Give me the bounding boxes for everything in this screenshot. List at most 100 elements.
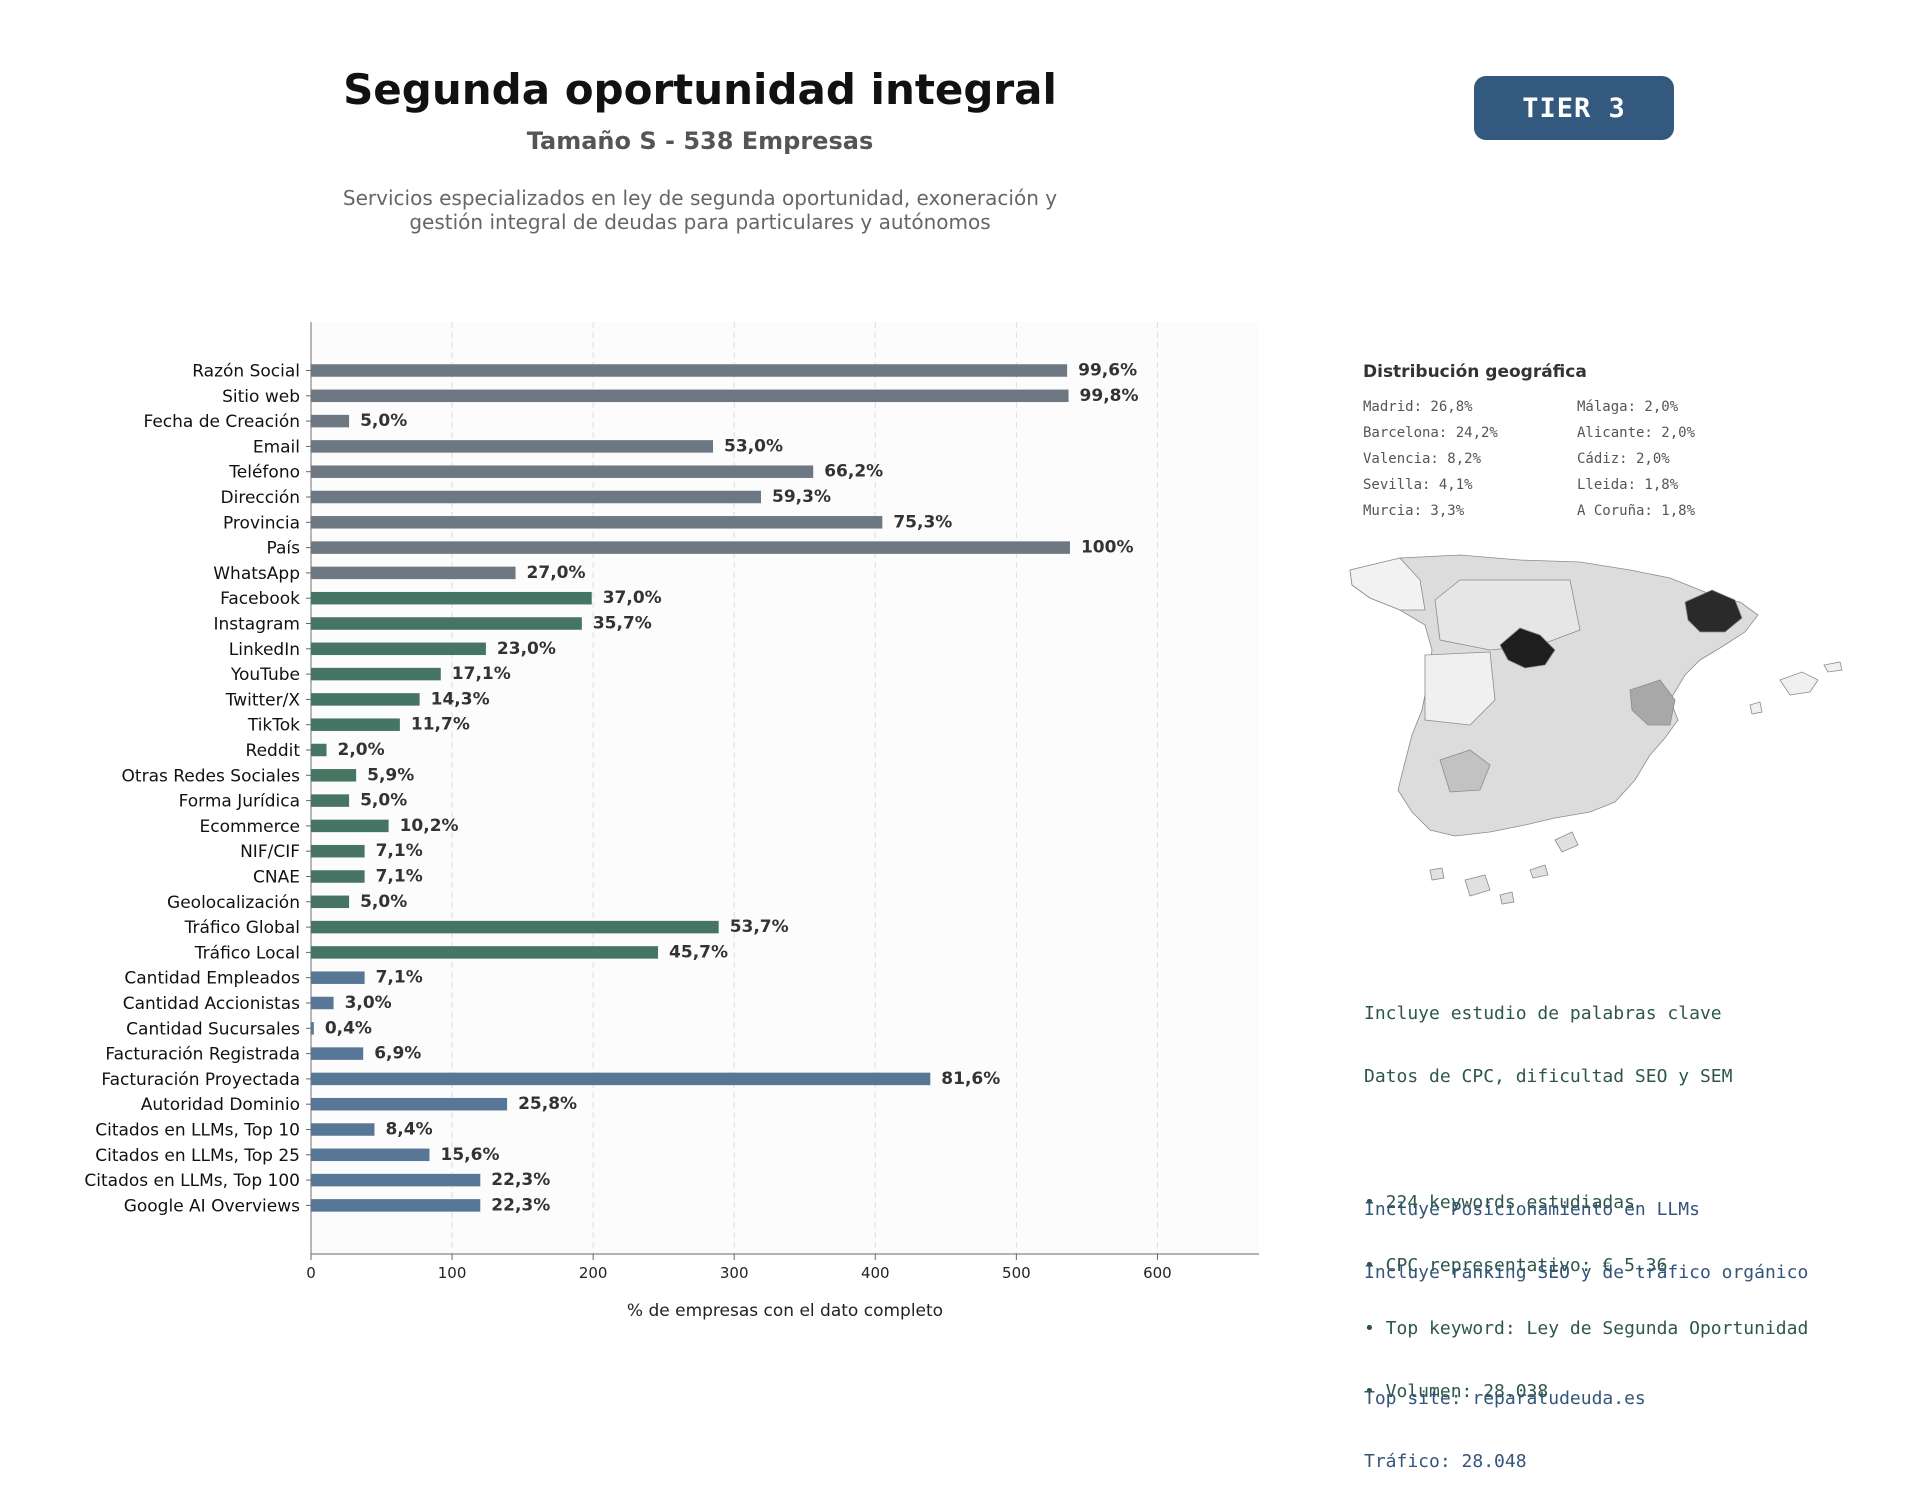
mallorca-island	[1779, 671, 1819, 696]
page-title: Segunda oportunidad integral	[343, 65, 1057, 114]
data-label: 75,3%	[893, 512, 952, 532]
llm-line-4: Top site: reparatudeuda.es	[1364, 1388, 1646, 1409]
bar	[311, 389, 1069, 403]
bar	[311, 1123, 375, 1136]
category-label: Tráfico Global	[184, 918, 300, 938]
category-label: Cantidad Accionistas	[123, 994, 300, 1014]
data-label: 99,6%	[1078, 361, 1137, 381]
category-label: Cantidad Sucursales	[126, 1019, 300, 1039]
geo-item: Málaga: 2,0%	[1577, 399, 1679, 415]
description-line-2: gestión integral de deudas para particul…	[409, 210, 991, 234]
bar	[311, 946, 659, 959]
x-tick-label: 600	[1143, 1264, 1172, 1282]
data-label: 100%	[1081, 538, 1134, 558]
category-label: Forma Jurídica	[179, 792, 300, 812]
canary-island-3	[1499, 891, 1515, 905]
category-label: Razón Social	[192, 362, 300, 382]
category-label: Cantidad Empleados	[124, 969, 300, 989]
geo-distribution-list: Madrid: 26,8% Málaga: 2,0% Barcelona: 24,2…	[1363, 398, 1743, 520]
bar	[311, 819, 389, 833]
data-label: 7,1%	[376, 867, 423, 887]
data-label: 45,7%	[669, 942, 728, 962]
page-subtitle: Tamaño S - 538 Empresas	[526, 127, 874, 155]
geo-item: Lleida: 1,8%	[1577, 477, 1679, 493]
bar	[311, 465, 814, 478]
canary-island-2	[1464, 874, 1491, 897]
bar	[311, 870, 365, 883]
x-tick-label: 0	[306, 1264, 316, 1282]
category-label: Citados en LLMs, Top 10	[95, 1121, 300, 1141]
spain-map	[1349, 554, 1843, 905]
x-tick-label: 200	[579, 1264, 608, 1282]
category-label: Google AI Overviews	[124, 1196, 300, 1216]
category-label: Citados en LLMs, Top 100	[84, 1171, 300, 1191]
bar	[311, 1148, 430, 1162]
bar	[311, 617, 582, 630]
valencia-region	[1629, 679, 1676, 726]
data-label: 99,8%	[1080, 386, 1139, 406]
geo-item: Valencia: 8,2%	[1363, 451, 1482, 467]
bar	[311, 364, 1068, 377]
keywords-line-2: Datos de CPC, dificultad SEO y SEM	[1364, 1066, 1733, 1087]
data-label: 35,7%	[593, 614, 652, 634]
bar	[311, 1072, 931, 1086]
description-line-1: Servicios especializados en ley de segun…	[342, 186, 1058, 210]
category-label: Provincia	[223, 513, 300, 533]
category-label: YouTube	[230, 665, 300, 685]
llm-line-1: Incluye Posicionamiento en LLMs	[1364, 1199, 1700, 1220]
bar	[311, 743, 327, 757]
data-label: 23,0%	[497, 639, 556, 659]
category-label: Reddit	[246, 741, 301, 761]
category-label: Fecha de Creación	[143, 412, 300, 432]
bar	[311, 414, 350, 428]
geo-item: Murcia: 3,3%	[1363, 503, 1465, 519]
menorca-island	[1823, 661, 1843, 673]
canary-island-4	[1529, 864, 1549, 879]
bar	[311, 971, 365, 984]
data-label: 10,2%	[400, 816, 459, 836]
category-label: TikTok	[247, 716, 300, 736]
x-tick-label: 300	[720, 1264, 749, 1282]
llm-line-2: Incluye ranking SEO y de tráfico orgánic…	[1364, 1262, 1809, 1283]
sevilla-region	[1439, 749, 1491, 793]
geo-distribution-title: Distribución geográfica	[1363, 362, 1587, 382]
data-label: 25,8%	[518, 1094, 577, 1114]
llm-info: Incluye Posicionamiento en LLMs Incluye …	[1364, 1157, 1808, 1493]
extremadura-region	[1424, 651, 1496, 726]
coverage-bar-chart: 0 100 200 300 400 500 600 % de empresas con el …	[84, 322, 1259, 1321]
data-label: 22,3%	[491, 1170, 550, 1190]
category-label: Facebook	[220, 589, 300, 609]
data-label: 0,4%	[325, 1018, 372, 1038]
category-label: Tráfico Local	[194, 943, 300, 963]
geo-item: Sevilla: 4,1%	[1363, 477, 1473, 493]
ibiza-island	[1749, 701, 1763, 715]
category-label: Sitio web	[222, 387, 300, 407]
data-label: 5,9%	[367, 765, 414, 785]
tier-badge: TIER 3	[1474, 76, 1674, 140]
bar	[311, 642, 486, 656]
keywords-info: Incluye estudio de palabras clave Datos …	[1364, 961, 1808, 1423]
data-label: 53,0%	[724, 436, 783, 456]
canary-island-5	[1554, 831, 1579, 853]
galicia-region	[1349, 557, 1426, 611]
keywords-line-4: • 224 keywords estudiadas	[1364, 1192, 1635, 1213]
llm-line-5: Tráfico: 28.048	[1364, 1451, 1527, 1472]
bar	[311, 1173, 481, 1187]
data-label: 17,1%	[452, 664, 511, 684]
category-label: Ecommerce	[200, 817, 301, 837]
bar	[311, 996, 334, 1010]
page-description: Servicios especializados en ley de segun…	[250, 186, 1150, 234]
category-label: País	[267, 539, 301, 559]
geo-item: A Coruña: 1,8%	[1577, 503, 1696, 519]
bar	[311, 844, 365, 858]
category-label: Otras Redes Sociales	[122, 766, 301, 786]
bar	[311, 440, 714, 453]
data-label: 2,0%	[338, 740, 385, 760]
data-label: 27,0%	[527, 563, 586, 583]
category-label: CNAE	[253, 868, 300, 888]
data-label: 37,0%	[603, 588, 662, 608]
bar	[311, 693, 420, 706]
category-label: LinkedIn	[229, 640, 300, 660]
canary-island-1	[1429, 867, 1445, 881]
bar	[311, 541, 1070, 554]
